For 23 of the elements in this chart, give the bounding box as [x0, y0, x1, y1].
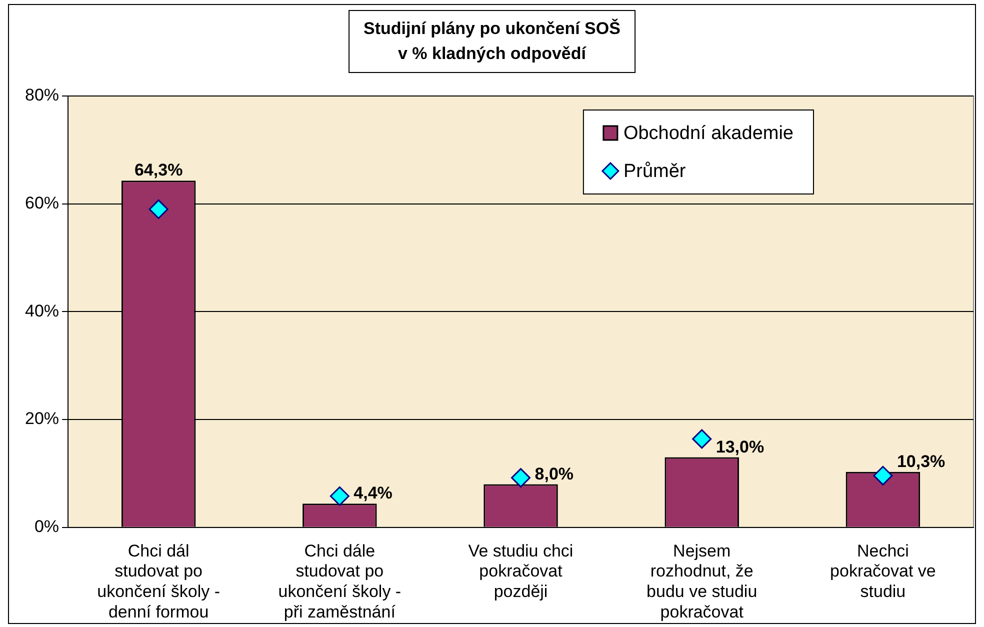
data-label: 64,3%: [134, 160, 183, 180]
x-tick-label: Nechci pokračovat ve studiu: [830, 541, 936, 602]
y-tick-label: 0%: [34, 517, 60, 536]
y-tick-label: 40%: [24, 301, 60, 320]
data-label: 10,3%: [896, 452, 946, 471]
y-tick-label: 80%: [24, 86, 60, 105]
legend-label: Průměr: [623, 161, 686, 182]
point: [692, 429, 712, 449]
data-label: 8,0%: [534, 464, 574, 484]
point: [511, 468, 531, 488]
point: [148, 199, 168, 219]
x-tick-label: Chci dále studovat po ukončení školy - při zaměstnání: [278, 541, 402, 622]
legend-label: Obchodní akademie: [623, 123, 794, 144]
point: [330, 486, 350, 506]
x-tick-label: Ve studiu chci pokračovat později: [468, 541, 574, 602]
y-tick-label: 20%: [24, 409, 60, 428]
chart-title: Studijní plány po ukončení SOŠ v % kladných odpovědí: [348, 10, 636, 74]
x-tick-label: Nejsem rozhodnut, že budu ve studiu pokračovat: [646, 541, 758, 622]
y-tick-label: 60%: [24, 194, 60, 213]
data-label: 4,4%: [354, 484, 392, 503]
x-tick-label: Chci dál studovat po ukončení školy - denní formou: [97, 541, 220, 622]
data-label: 13,0%: [716, 437, 764, 456]
point: [873, 466, 893, 486]
